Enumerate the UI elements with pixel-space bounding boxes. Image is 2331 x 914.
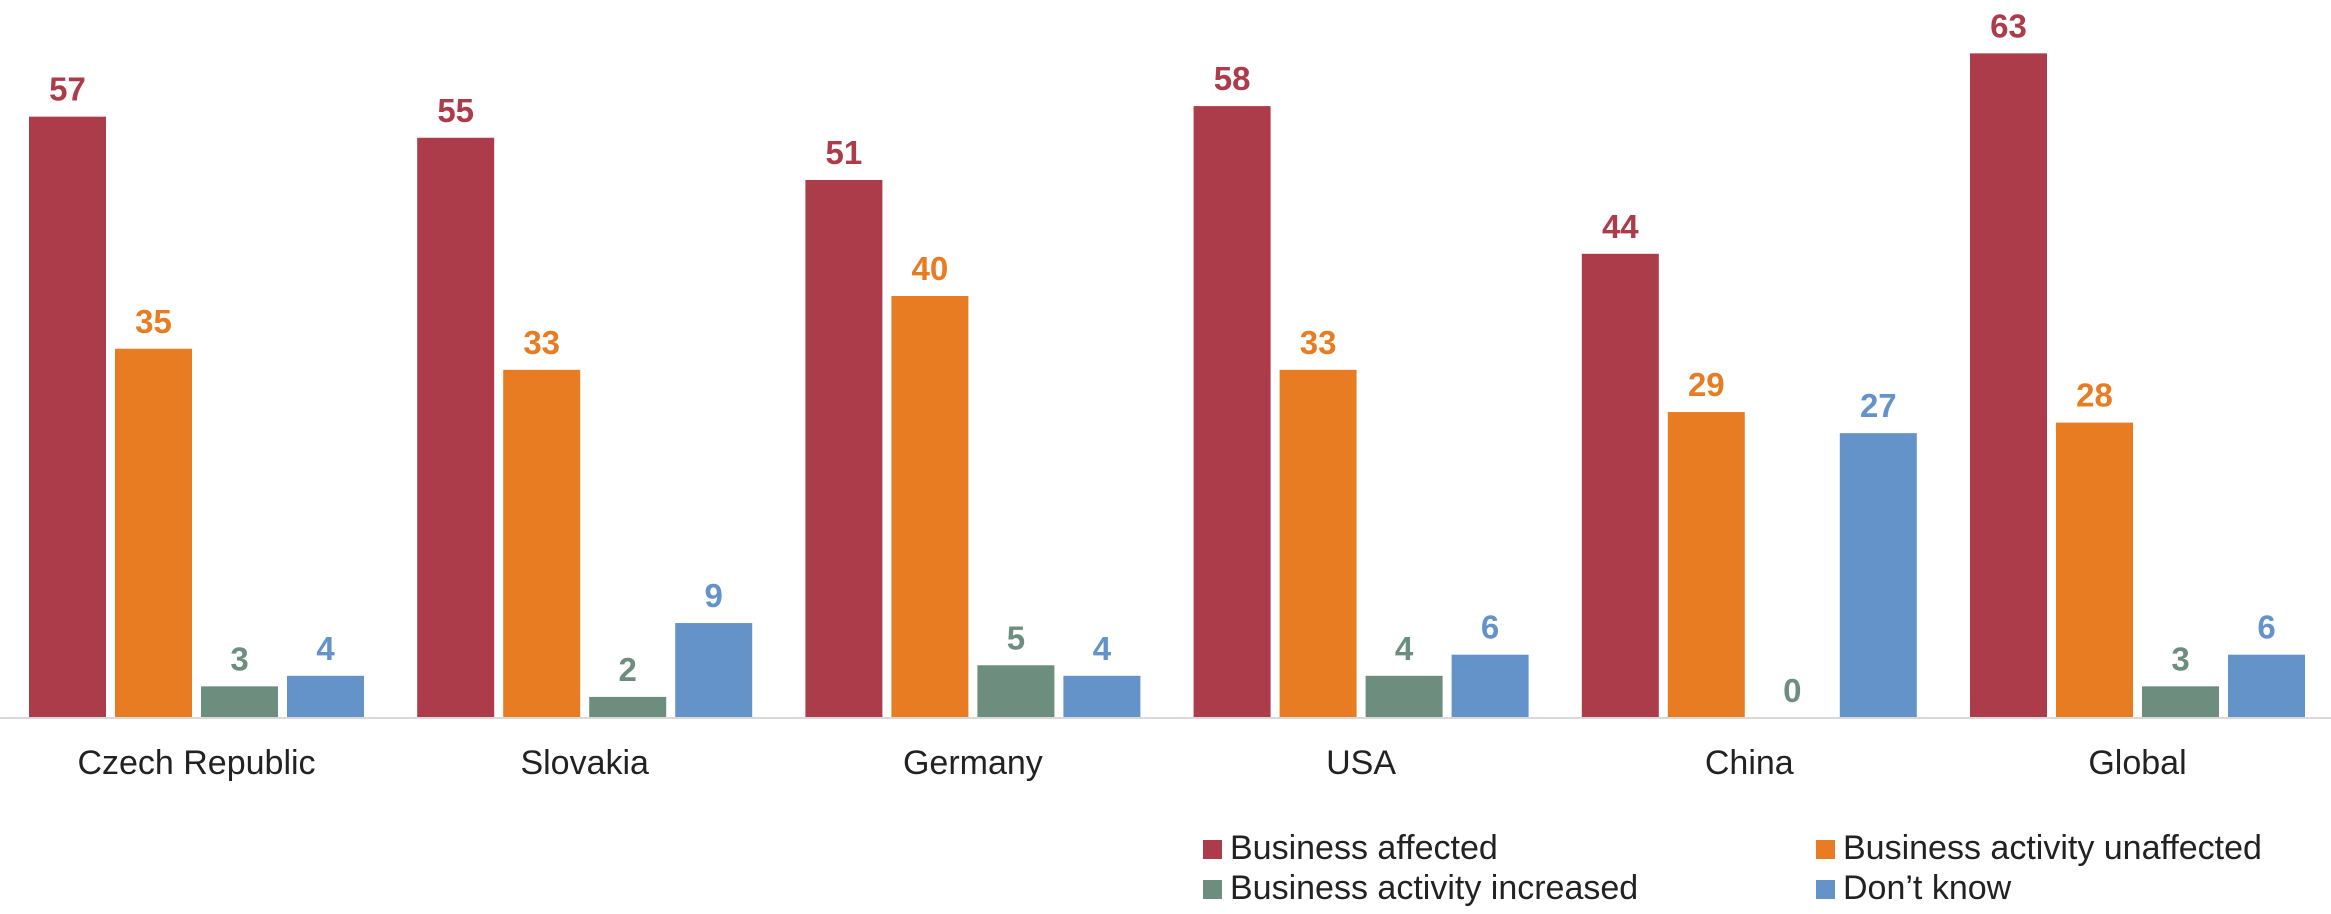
value-label-global-don-t-know: 6	[2257, 609, 2275, 646]
bar-usa-business-activity-increased	[1365, 675, 1443, 718]
bar-china-business-affected	[1581, 253, 1659, 719]
category-label-slovakia: Slovakia	[520, 744, 649, 782]
value-label-slovakia-business-affected: 55	[437, 92, 474, 129]
bar-germany-business-activity-unaffected	[891, 296, 969, 718]
category-label-germany: Germany	[903, 744, 1043, 782]
legend: Business affected Business activity unaff…	[1203, 829, 2262, 907]
value-label-china-business-affected: 44	[1602, 208, 1639, 245]
legend-label-don-t-know: Don’t know	[1843, 869, 2012, 907]
legend-swatch-business-activity-unaffected	[1816, 840, 1835, 859]
bars-layer	[29, 53, 2305, 719]
value-label-czech-republic-business-activity-increased: 3	[230, 640, 248, 677]
value-label-czech-republic-business-activity-unaffected: 35	[135, 303, 172, 340]
value-label-germany-business-affected: 51	[826, 134, 863, 171]
category-label-czech-republic: Czech Republic	[77, 744, 315, 782]
bar-czech-republic-don-t-know	[287, 675, 364, 718]
category-label-global: Global	[2088, 744, 2186, 782]
bar-germany-business-activity-increased	[977, 665, 1055, 718]
bar-slovakia-business-activity-increased	[589, 696, 667, 718]
bar-usa-business-activity-unaffected	[1279, 369, 1357, 718]
legend-swatch-business-affected	[1203, 840, 1222, 859]
value-label-usa-business-activity-unaffected: 33	[1300, 324, 1337, 361]
category-label-usa: USA	[1326, 744, 1396, 782]
bar-czech-republic-business-activity-increased	[201, 686, 278, 718]
bar-germany-business-affected	[805, 179, 883, 718]
bar-usa-don-t-know	[1451, 654, 1529, 718]
value-label-usa-business-affected: 58	[1214, 60, 1251, 97]
bar-global-business-affected	[1970, 53, 2047, 719]
value-label-china-business-activity-unaffected: 29	[1688, 366, 1725, 403]
bar-china-don-t-know	[1839, 433, 1917, 718]
bar-usa-business-affected	[1193, 106, 1271, 719]
value-label-slovakia-business-activity-unaffected: 33	[523, 324, 560, 361]
legend-swatch-business-activity-increased	[1203, 880, 1222, 899]
value-label-slovakia-don-t-know: 9	[705, 577, 723, 614]
value-label-usa-don-t-know: 6	[1481, 609, 1499, 646]
bar-slovakia-business-activity-unaffected	[503, 369, 581, 718]
value-label-china-don-t-know: 27	[1860, 387, 1897, 424]
legend-swatch-don-t-know	[1816, 880, 1835, 899]
value-label-czech-republic-don-t-know: 4	[316, 630, 335, 667]
legend-label-business-activity-increased: Business activity increased	[1230, 869, 1638, 907]
value-label-germany-business-activity-unaffected: 40	[912, 250, 949, 287]
bar-germany-don-t-know	[1063, 675, 1141, 718]
category-labels-layer: Czech Republic Slovakia Germany USA China Glo…	[77, 744, 2186, 782]
value-label-czech-republic-business-affected: 57	[49, 71, 86, 108]
bar-czech-republic-business-affected	[29, 116, 106, 718]
bar-slovakia-don-t-know	[675, 623, 753, 718]
bar-czech-republic-business-activity-unaffected	[115, 348, 192, 718]
value-label-usa-business-activity-increased: 4	[1395, 630, 1414, 667]
bar-global-don-t-know	[2228, 654, 2305, 718]
category-label-china: China	[1705, 744, 1794, 782]
legend-label-business-affected: Business affected	[1230, 829, 1498, 867]
value-label-china-business-activity-increased: 0	[1783, 672, 1801, 709]
value-label-global-business-affected: 63	[1990, 7, 2027, 44]
value-label-global-business-activity-increased: 3	[2171, 640, 2189, 677]
value-label-germany-business-activity-increased: 5	[1007, 619, 1025, 656]
bar-global-business-activity-unaffected	[2056, 422, 2133, 718]
bar-slovakia-business-affected	[417, 137, 495, 718]
bar-global-business-activity-increased	[2142, 686, 2219, 718]
legend-label-business-activity-unaffected: Business activity unaffected	[1843, 829, 2262, 867]
value-label-slovakia-business-activity-increased: 2	[619, 651, 637, 688]
value-label-germany-don-t-know: 4	[1093, 630, 1112, 667]
value-label-global-business-activity-unaffected: 28	[2076, 377, 2113, 414]
bar-china-business-activity-unaffected	[1667, 412, 1745, 718]
